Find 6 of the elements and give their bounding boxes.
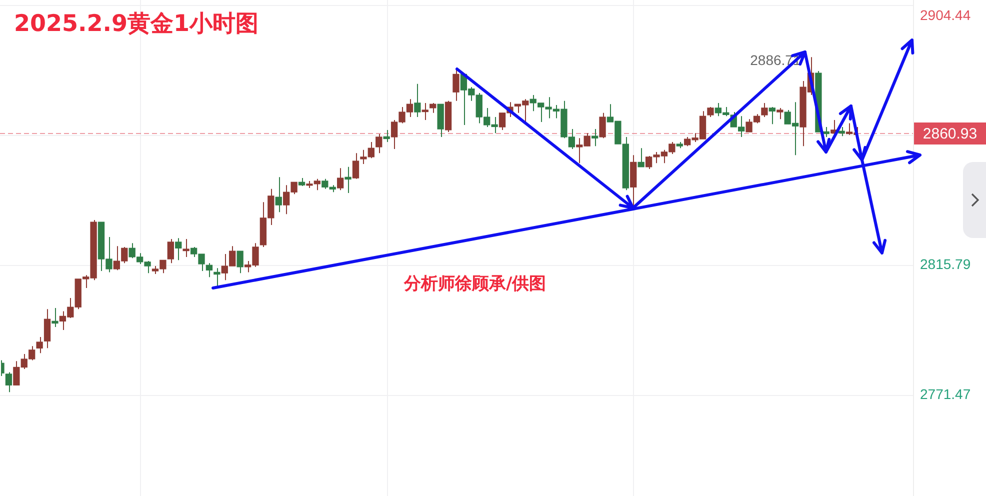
annotation: 分析师徐顾承/供图 [404, 273, 546, 295]
ref-line-label: 2860.93 [922, 126, 978, 143]
text: 2025.2.9黄金1小时图 [14, 10, 258, 39]
y-tick-label: 2815.79 [920, 256, 971, 272]
y-tick-label: 2904.44 [920, 6, 971, 23]
y-tick-label: 2771.47 [920, 386, 971, 402]
